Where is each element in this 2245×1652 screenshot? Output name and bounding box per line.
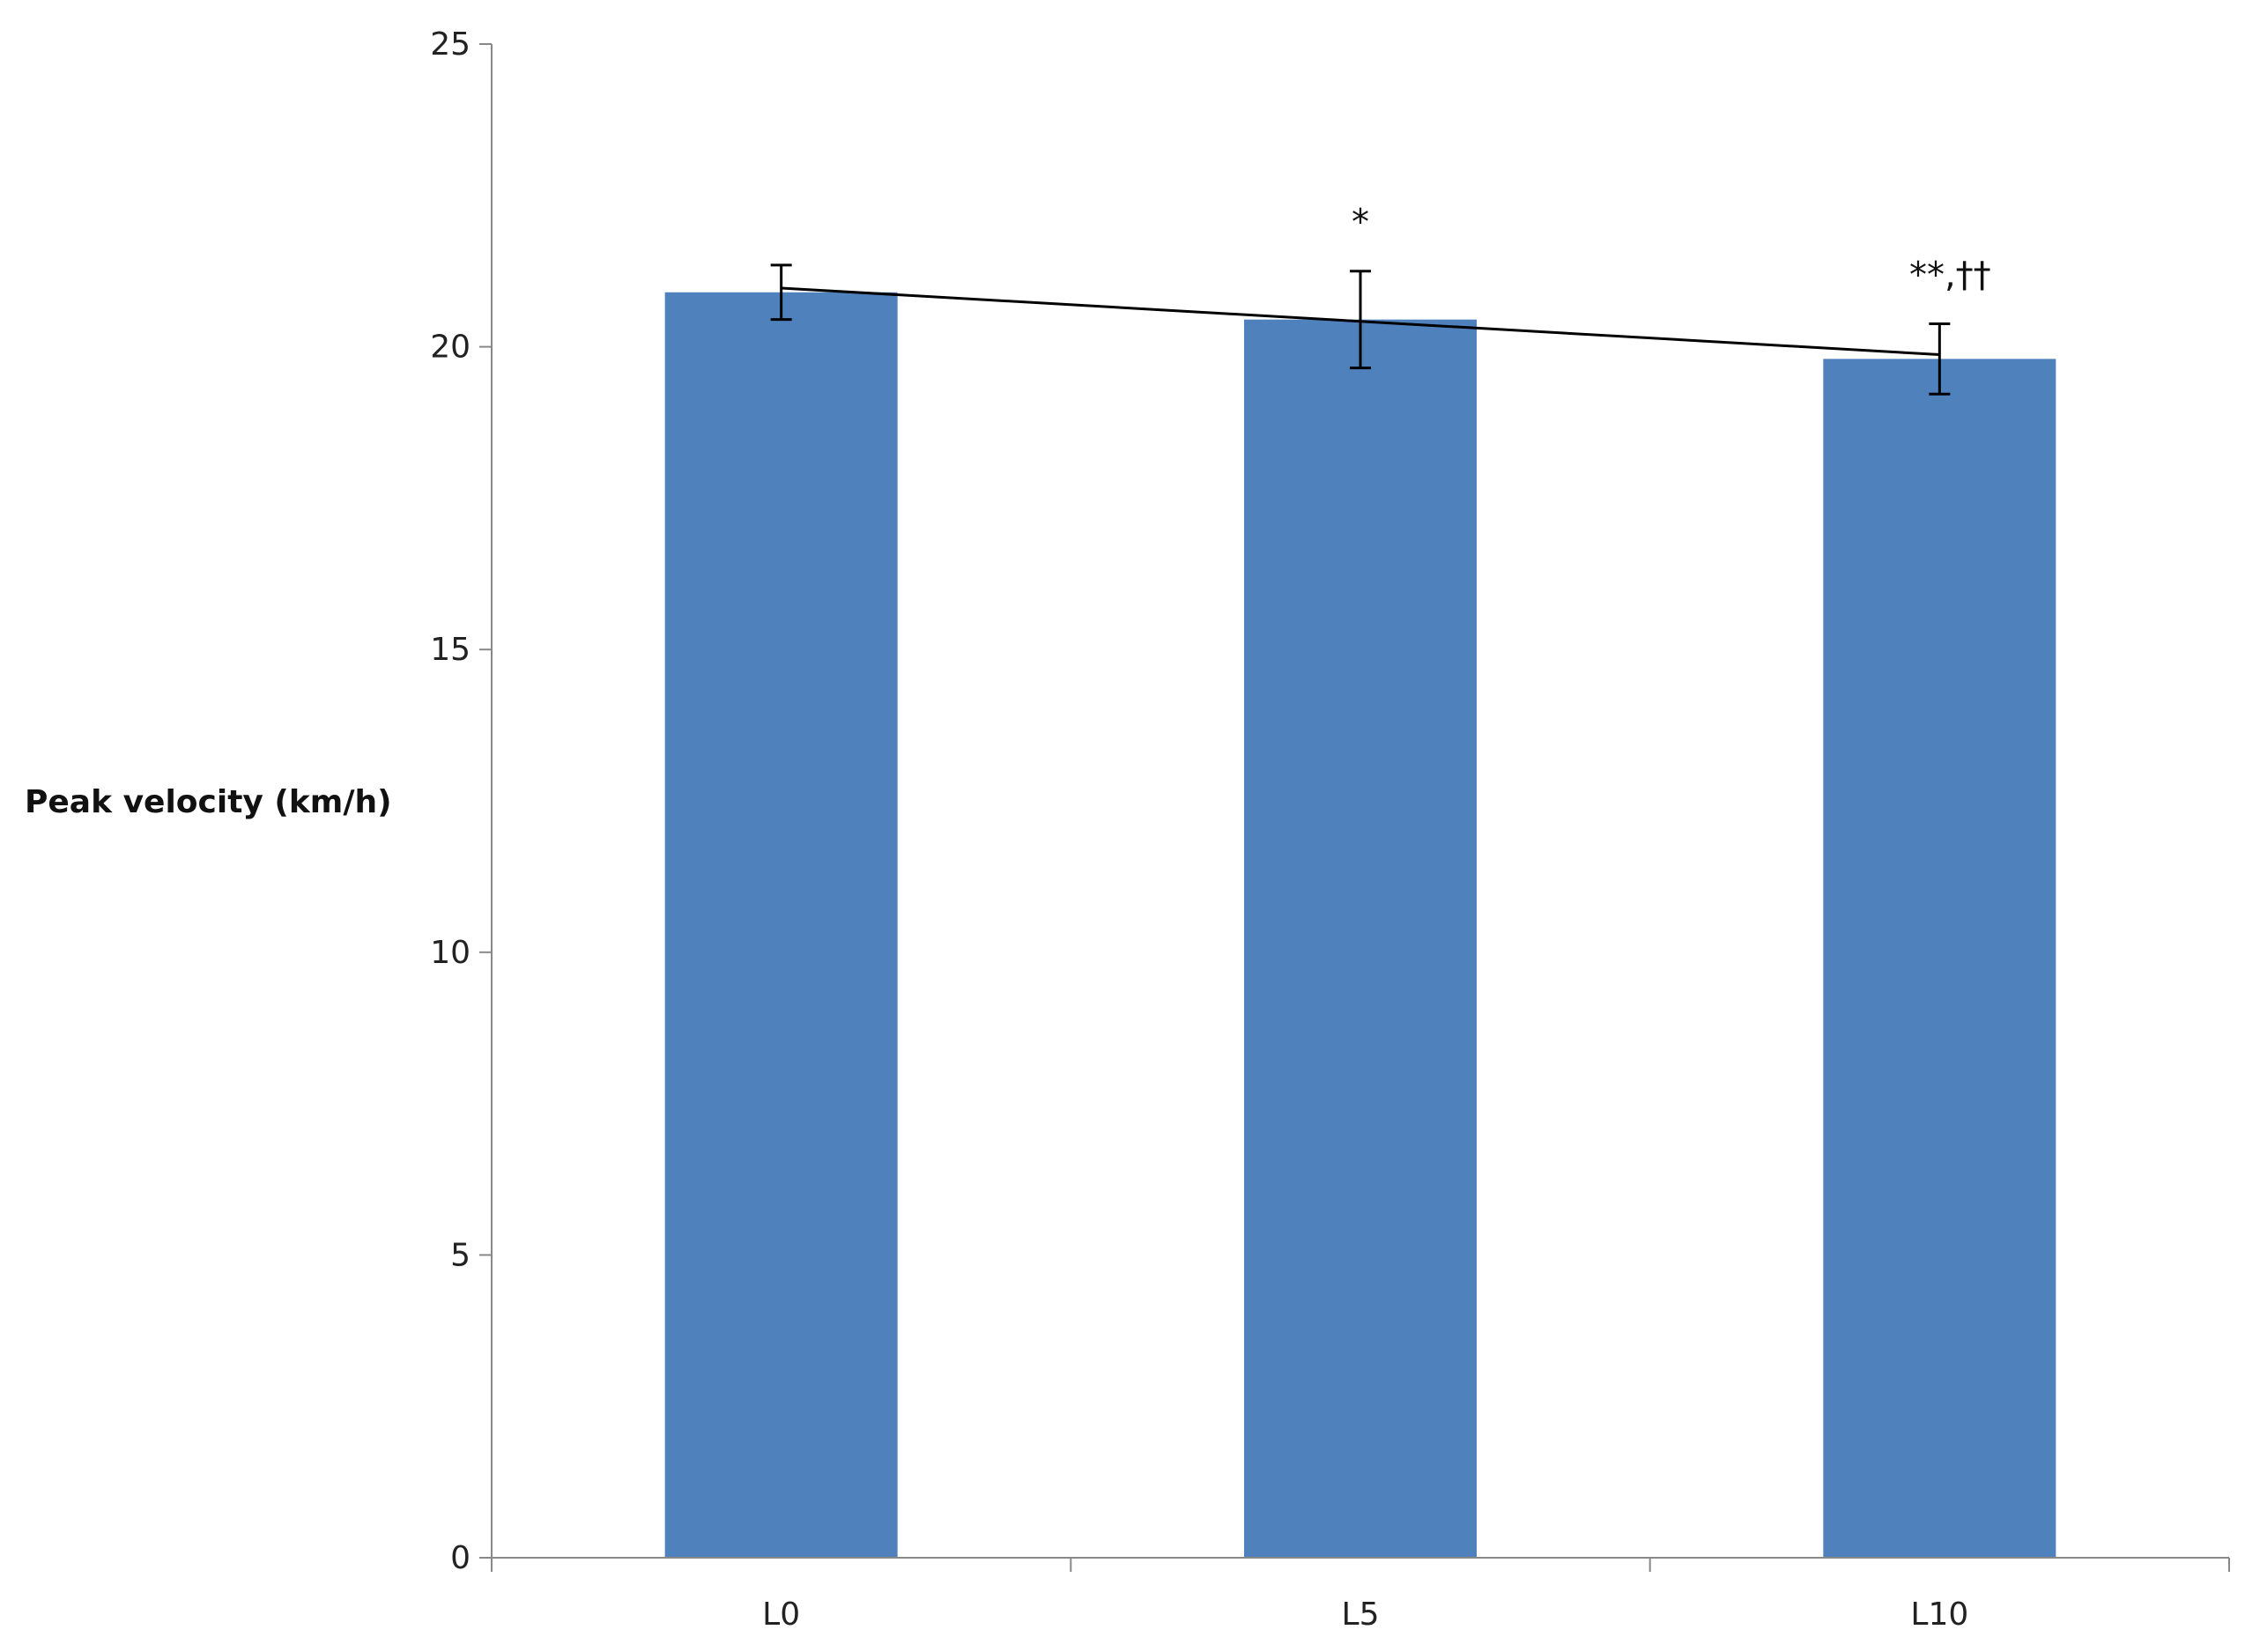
significance-label: **,†† [1909, 255, 1991, 295]
y-tick-label: 25 [430, 26, 470, 63]
x-tick-label: L10 [1910, 1596, 1968, 1633]
bar-l0 [664, 292, 898, 1559]
y-tick-label: 20 [430, 330, 470, 366]
y-tick-label: 10 [430, 935, 470, 971]
y-tick-label: 5 [450, 1237, 470, 1273]
y-tick-label: 15 [430, 632, 470, 668]
y-axis-label: Peak velocity (km/h) [25, 784, 392, 820]
significance-label: * [1352, 203, 1369, 243]
bar-l5 [1244, 319, 1477, 1558]
x-tick-label: L5 [1342, 1596, 1380, 1633]
x-tick-label: L0 [762, 1596, 800, 1633]
y-tick-label: 0 [450, 1540, 470, 1576]
bar-l10 [1823, 359, 2056, 1558]
